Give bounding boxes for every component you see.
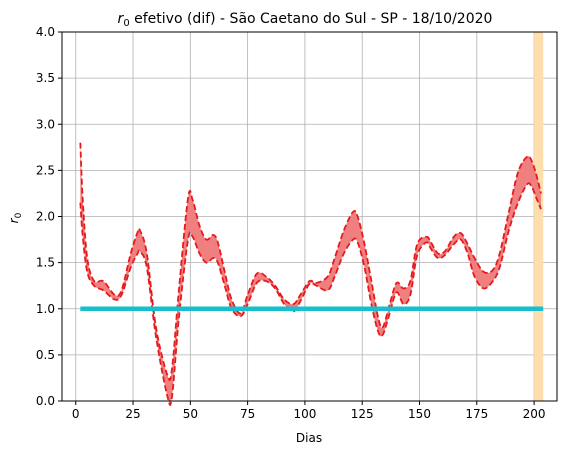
x-tick-label: 200 [523, 407, 546, 421]
y-tick-label: 3.5 [36, 71, 55, 85]
x-axis-label: Dias [296, 431, 322, 445]
y-tick-label: 1.5 [36, 256, 55, 270]
x-tick-label: 75 [240, 407, 255, 421]
x-tick-label: 25 [125, 407, 140, 421]
y-ticks: 0.0 0.5 1.0 1.5 2.0 2.5 3.0 3.5 4.0 [36, 25, 62, 408]
y-axis-label: r0 [7, 212, 24, 223]
y-label-sub: 0 [14, 212, 24, 218]
chart-title: r0 efetivo (dif) - São Caetano do Sul - … [118, 11, 493, 29]
title-suffix: efetivo (dif) - São Caetano do Sul - SP … [130, 11, 493, 27]
y-tick-label: 2.0 [36, 210, 55, 224]
y-tick-label: 0.0 [36, 394, 55, 408]
x-tick-label: 100 [293, 407, 316, 421]
x-ticks: 0 25 50 75 100 125 150 175 200 [72, 401, 546, 421]
y-tick-label: 3.0 [36, 117, 55, 131]
y-tick-label: 0.5 [36, 348, 55, 362]
highlight-span [534, 32, 543, 401]
x-tick-label: 50 [183, 407, 198, 421]
y-tick-label: 2.5 [36, 163, 55, 177]
x-tick-label: 175 [465, 407, 488, 421]
x-tick-label: 0 [72, 407, 80, 421]
y-tick-label: 4.0 [36, 25, 55, 39]
x-tick-label: 150 [408, 407, 431, 421]
x-tick-label: 125 [351, 407, 374, 421]
y-tick-label: 1.0 [36, 302, 55, 316]
grid [62, 32, 557, 401]
